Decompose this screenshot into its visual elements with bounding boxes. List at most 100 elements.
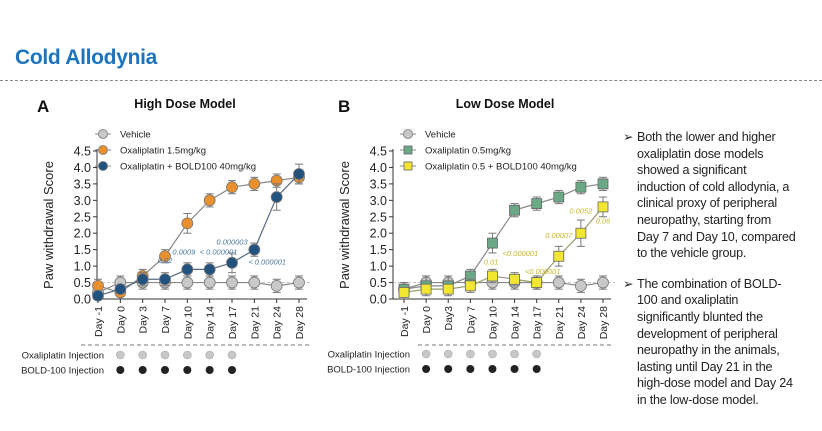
data-point: [553, 191, 565, 203]
x-tick-label: Day 7: [465, 306, 477, 334]
x-tick-label: Day 0: [115, 306, 127, 334]
data-point: [136, 273, 149, 286]
p-value-annotation: <0.000001: [503, 249, 539, 258]
data-point: [575, 227, 587, 239]
bullet-line: significantly blunted the: [637, 309, 763, 324]
injection-dot: [161, 366, 169, 374]
data-point: [597, 276, 609, 289]
data-point: [203, 276, 216, 289]
bullet-line: neuropathy, starting from: [637, 212, 772, 227]
injection-dot: [532, 349, 541, 359]
x-tick-label: Day 28: [598, 306, 610, 339]
injection-dot: [116, 350, 125, 360]
y-tick-label: 1.0: [370, 260, 387, 274]
x-tick-label: Day 7: [160, 306, 172, 334]
injection-dot: [510, 349, 519, 359]
x-tick-label: Day 21: [249, 306, 261, 339]
y-tick-label: 0.5: [74, 276, 91, 290]
data-point: [159, 250, 171, 263]
injection-dot: [510, 365, 519, 373]
data-point: [487, 270, 498, 282]
bullet-line: Day 7 and Day 10, compared: [637, 229, 796, 244]
injection-dot: [160, 350, 170, 360]
injection-dot: [443, 349, 453, 359]
series-2: [92, 163, 305, 302]
data-point: [181, 276, 194, 289]
legend-label: Oxaliplatin 1.5mg/kg: [120, 146, 206, 157]
series-line: [97, 176, 300, 294]
data-point: [420, 283, 432, 295]
injection-dot: [532, 365, 541, 373]
p-value-annotation: 0.000003: [216, 238, 248, 247]
legend-label: Vehicle: [120, 130, 151, 141]
legend-marker: [98, 161, 108, 171]
legend-label: Oxaliplatin 0.5mg/kg: [425, 146, 511, 157]
legend-item: Oxaliplatin + BOLD100 40mg/kg: [95, 161, 256, 173]
legend-marker: [403, 129, 413, 139]
bullet-line: to the vehicle group.: [637, 246, 747, 261]
y-axis-label: Paw withdrawal Score: [337, 161, 352, 289]
data-point: [575, 181, 587, 193]
data-point: [509, 204, 520, 216]
x-tick-label: Day 24: [272, 306, 284, 339]
injection-label: BOLD-100 Injection: [327, 365, 410, 376]
x-tick-label: Day -1: [93, 306, 105, 337]
data-point: [203, 263, 216, 276]
y-tick-label: 4.0: [74, 161, 91, 175]
bullet-line: oxaliplatin dose models: [637, 146, 764, 161]
x-tick-label: Day 0: [421, 306, 433, 334]
bullet-line: neuropathy in the animals,: [637, 343, 780, 358]
arrow-bullet-icon: ➢: [623, 276, 634, 291]
injection-dot: [488, 349, 497, 359]
x-tick-label: Day 14: [205, 306, 217, 339]
injection-dot: [116, 366, 125, 374]
injection-dot: [444, 365, 453, 373]
injection-dot: [422, 365, 431, 373]
data-point: [226, 276, 238, 289]
data-point: [552, 276, 565, 289]
data-point: [203, 194, 216, 207]
arrow-bullet-icon: ➢: [623, 130, 634, 144]
p-value-annotation: < 0.000001: [200, 248, 238, 257]
y-tick-label: 2.0: [370, 227, 387, 241]
data-point: [248, 276, 261, 289]
x-tick-label: Day -1: [399, 306, 411, 337]
y-tick-label: 0.0: [370, 293, 387, 307]
y-tick-label: 2.5: [370, 210, 387, 224]
p-value-annotation: 0.01: [484, 257, 499, 266]
injection-dot: [228, 366, 236, 374]
x-tick-label: Day 24: [576, 306, 588, 339]
data-point: [553, 250, 565, 262]
p-value-annotation: 0.02: [158, 256, 173, 265]
legend-item: Vehicle: [95, 129, 151, 141]
x-tick-label: Day 3: [138, 306, 150, 334]
series-line: [403, 206, 604, 294]
data-point: [114, 283, 127, 296]
data-point: [181, 263, 194, 276]
y-tick-label: 0.5: [370, 276, 387, 290]
data-point: [270, 279, 283, 292]
y-tick-label: 2.5: [74, 210, 91, 224]
data-point: [531, 198, 543, 210]
bullet-line: 100 and oxaliplatin: [637, 293, 739, 308]
data-point: [159, 273, 171, 286]
y-tick-label: 1.0: [74, 260, 91, 274]
panel-label: B: [338, 97, 350, 116]
legend-marker: [98, 145, 108, 155]
data-point: [226, 256, 238, 269]
injection-dot: [183, 366, 192, 374]
data-point: [464, 280, 476, 292]
legend-label: Oxaliplatin + BOLD100 40mg/kg: [120, 162, 256, 173]
p-value-annotation: < 0.000001: [248, 257, 286, 266]
injection-dot: [466, 365, 475, 373]
y-tick-label: 2.0: [74, 227, 91, 241]
injection-label: Oxaliplatin Injection: [328, 350, 410, 361]
y-tick-label: 3.5: [74, 177, 91, 191]
data-point: [442, 283, 454, 295]
summary-bullets: ➢ Both the lower and higher oxaliplatin do…: [623, 129, 818, 423]
bullet-line: development of peripheral: [637, 326, 778, 341]
x-tick-label: Day 17: [532, 306, 544, 339]
series-line: [403, 281, 604, 290]
